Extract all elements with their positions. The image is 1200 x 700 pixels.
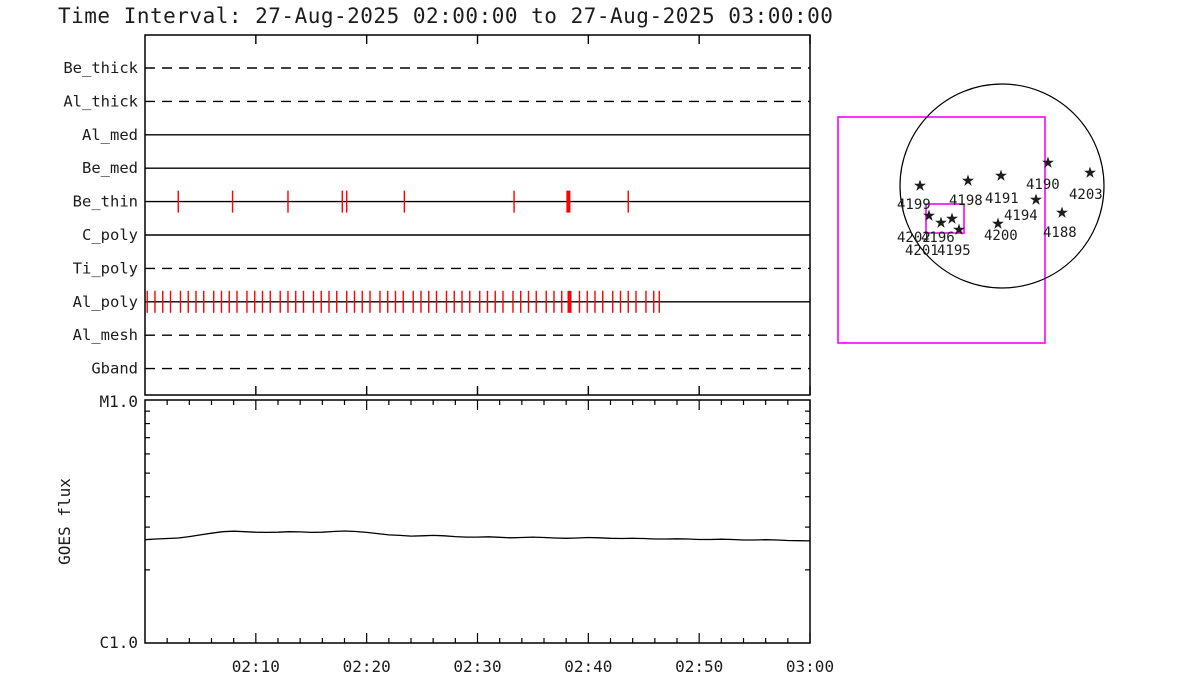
filter-row-label: Al_mesh <box>73 326 138 344</box>
solar-disk-circle <box>899 83 1105 289</box>
y-axis-title: GOES flux <box>55 478 74 565</box>
fov-box <box>837 116 1046 344</box>
x-axis-tick-label: 03:00 <box>786 657 834 676</box>
filter-row-label: Ti_poly <box>73 259 138 277</box>
active-region-label: 4200 <box>984 228 1018 244</box>
active-region-label: 4188 <box>1043 225 1077 241</box>
active-region-label: 4199 <box>897 197 931 213</box>
x-axis-tick-label: 02:30 <box>453 657 501 676</box>
sub-fov-box <box>925 203 965 234</box>
active-region-star-icon: ★ <box>934 209 947 234</box>
filter-row-label: Gband <box>91 360 138 378</box>
filter-row-label: Al_poly <box>73 293 138 311</box>
active-region-label: 4190 <box>1026 177 1060 193</box>
active-region-label: 4201 <box>905 243 939 259</box>
y-axis-bottom-label: C1.0 <box>99 633 138 652</box>
x-axis-tick-label: 02:50 <box>675 657 723 676</box>
active-region-star-icon: ★ <box>991 210 1004 235</box>
active-region-label: 4195 <box>937 243 971 259</box>
filter-row-label: Be_thin <box>73 193 138 211</box>
goes-panel-frame <box>144 399 811 644</box>
page-title: Time Interval: 27-Aug-2025 02:00:00 to 2… <box>58 4 834 28</box>
y-axis-top-label: M1.0 <box>99 392 138 411</box>
filter-row-label: Al_thick <box>63 92 138 110</box>
active-region-star-icon: ★ <box>922 202 935 227</box>
goes-flux-curve <box>144 530 811 542</box>
active-region-star-icon: ★ <box>994 162 1007 187</box>
active-region-star-icon: ★ <box>952 216 965 241</box>
filter-row-label: Be_med <box>82 159 138 177</box>
active-region-label: 4198 <box>949 193 983 209</box>
filter-row-label: Al_med <box>82 126 138 144</box>
active-region-star-icon: ★ <box>945 205 958 230</box>
active-region-star-icon: ★ <box>1055 199 1068 224</box>
filter-row-label: Be_thick <box>63 59 138 77</box>
x-axis-tick-label: 02:20 <box>343 657 391 676</box>
active-region-star-icon: ★ <box>961 167 974 192</box>
active-region-star-icon: ★ <box>1041 149 1054 174</box>
x-axis-tick-label: 02:40 <box>564 657 612 676</box>
active-region-star-icon: ★ <box>1029 186 1042 211</box>
filter-panel-frame <box>144 34 811 396</box>
active-region-star-icon: ★ <box>913 172 926 197</box>
active-region-label: 4196 <box>921 230 955 246</box>
active-region-label: 4194 <box>1004 208 1038 224</box>
active-region-star-icon: ★ <box>1083 159 1096 184</box>
active-region-label: 4203 <box>1069 187 1103 203</box>
filter-row-label: C_poly <box>82 226 138 244</box>
active-region-label: 4202 <box>897 230 931 246</box>
x-axis-tick-label: 02:10 <box>232 657 280 676</box>
active-region-label: 4191 <box>985 191 1019 207</box>
